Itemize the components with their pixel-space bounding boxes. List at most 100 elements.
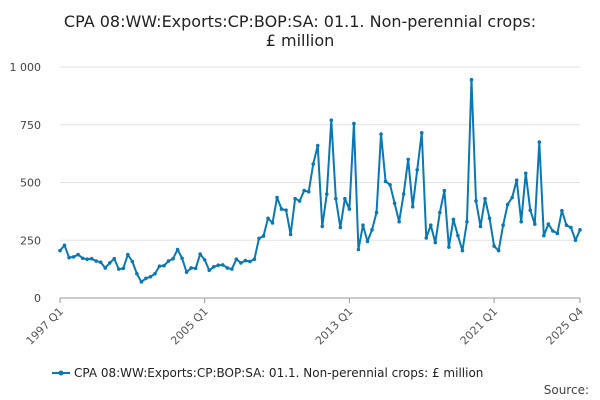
data-point[interactable]: [288, 232, 293, 237]
data-point[interactable]: [392, 201, 397, 206]
data-point[interactable]: [523, 171, 528, 176]
data-point[interactable]: [261, 234, 266, 238]
data-point[interactable]: [324, 192, 329, 196]
data-point[interactable]: [135, 271, 139, 276]
data-point[interactable]: [220, 263, 225, 267]
data-point[interactable]: [98, 260, 103, 264]
data-point[interactable]: [347, 207, 352, 211]
data-point[interactable]: [397, 219, 401, 224]
data-point[interactable]: [532, 222, 537, 226]
data-point[interactable]: [252, 257, 257, 261]
data-point[interactable]: [297, 199, 302, 203]
data-point[interactable]: [361, 223, 365, 228]
data-point[interactable]: [67, 255, 71, 260]
data-point[interactable]: [388, 183, 392, 187]
data-point[interactable]: [202, 258, 207, 262]
data-point[interactable]: [76, 252, 80, 257]
data-point[interactable]: [334, 196, 338, 201]
data-point[interactable]: [184, 270, 189, 274]
data-point[interactable]: [433, 240, 438, 245]
data-point[interactable]: [465, 219, 469, 224]
data-point[interactable]: [302, 188, 306, 193]
data-point[interactable]: [207, 268, 212, 273]
data-point[interactable]: [58, 248, 62, 253]
data-point[interactable]: [415, 167, 420, 172]
data-point[interactable]: [505, 202, 510, 207]
data-point[interactable]: [225, 266, 230, 270]
data-point[interactable]: [428, 223, 433, 228]
data-point[interactable]: [257, 236, 261, 241]
data-point[interactable]: [315, 143, 320, 148]
data-point[interactable]: [189, 266, 193, 270]
data-point[interactable]: [130, 259, 135, 264]
data-point[interactable]: [320, 224, 325, 229]
data-point[interactable]: [438, 210, 442, 215]
data-point[interactable]: [198, 252, 202, 256]
legend[interactable]: CPA 08:WW:Exports:CP:BOP:SA: 01.1. Non-p…: [52, 366, 483, 380]
data-point[interactable]: [419, 131, 424, 135]
data-point[interactable]: [424, 236, 429, 240]
data-point[interactable]: [451, 217, 456, 222]
data-point[interactable]: [542, 233, 546, 238]
data-point[interactable]: [469, 77, 474, 82]
data-point[interactable]: [546, 222, 551, 226]
data-point[interactable]: [406, 157, 410, 162]
data-point[interactable]: [410, 204, 415, 209]
data-point[interactable]: [270, 221, 275, 225]
data-point[interactable]: [71, 255, 76, 259]
data-point[interactable]: [352, 121, 356, 126]
data-point[interactable]: [492, 244, 496, 248]
data-point[interactable]: [62, 243, 67, 248]
data-point[interactable]: [501, 223, 505, 228]
data-point[interactable]: [275, 195, 279, 200]
data-point[interactable]: [107, 261, 112, 265]
data-point[interactable]: [234, 257, 239, 261]
data-point[interactable]: [116, 267, 121, 271]
data-point[interactable]: [379, 132, 383, 136]
data-point[interactable]: [551, 229, 555, 233]
data-point[interactable]: [148, 274, 153, 279]
data-point[interactable]: [193, 266, 198, 271]
data-point[interactable]: [144, 276, 148, 281]
data-point[interactable]: [306, 189, 311, 194]
data-point[interactable]: [356, 247, 361, 252]
data-point[interactable]: [510, 195, 514, 200]
data-point[interactable]: [442, 188, 447, 193]
data-point[interactable]: [560, 208, 564, 213]
data-point[interactable]: [171, 256, 175, 261]
data-point[interactable]: [569, 225, 573, 230]
data-point[interactable]: [483, 196, 487, 201]
data-point[interactable]: [474, 199, 478, 203]
data-point[interactable]: [279, 207, 284, 211]
data-point[interactable]: [573, 238, 578, 243]
data-point[interactable]: [528, 208, 533, 213]
data-point[interactable]: [157, 264, 162, 268]
data-point[interactable]: [555, 231, 560, 236]
data-point[interactable]: [370, 228, 374, 232]
data-point[interactable]: [94, 259, 98, 263]
data-point[interactable]: [383, 179, 388, 184]
data-point[interactable]: [293, 196, 297, 201]
data-point[interactable]: [103, 266, 108, 270]
data-point[interactable]: [139, 280, 144, 284]
data-point[interactable]: [266, 216, 270, 221]
data-point[interactable]: [478, 224, 483, 229]
data-point[interactable]: [343, 196, 347, 201]
data-point[interactable]: [564, 223, 569, 228]
data-point[interactable]: [338, 225, 343, 230]
data-point[interactable]: [365, 239, 370, 244]
data-point[interactable]: [126, 252, 130, 257]
data-point[interactable]: [175, 247, 180, 252]
data-point[interactable]: [578, 228, 582, 232]
data-point[interactable]: [121, 266, 126, 271]
data-point[interactable]: [447, 245, 451, 249]
data-point[interactable]: [180, 256, 184, 261]
data-point[interactable]: [519, 219, 524, 224]
data-point[interactable]: [248, 259, 252, 264]
data-point[interactable]: [162, 263, 166, 268]
data-point[interactable]: [456, 233, 460, 238]
data-point[interactable]: [85, 257, 89, 261]
data-point[interactable]: [401, 192, 406, 196]
data-point[interactable]: [89, 256, 94, 261]
data-point[interactable]: [211, 265, 216, 269]
